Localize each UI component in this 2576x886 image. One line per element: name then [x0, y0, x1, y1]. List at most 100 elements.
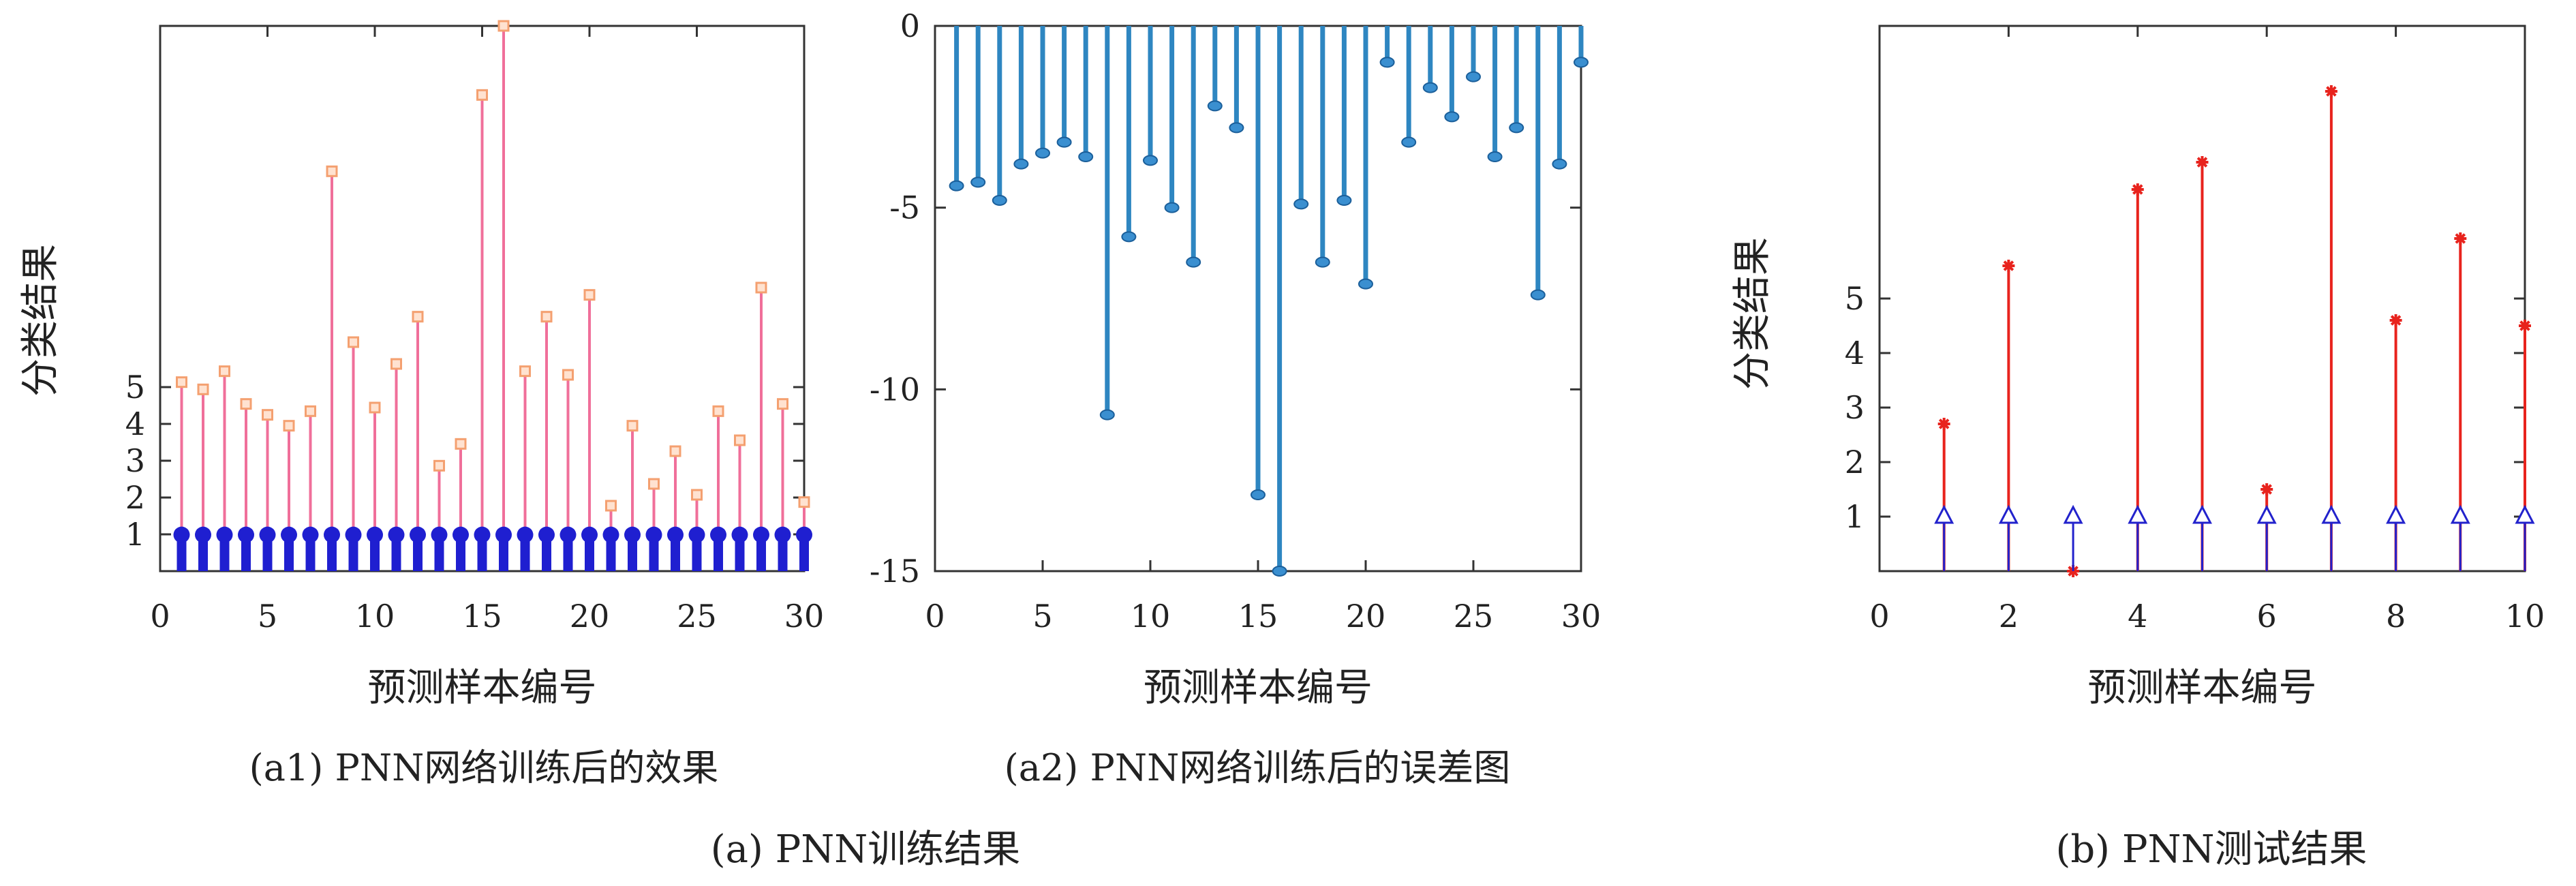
- x-tick-label: 30: [1561, 598, 1601, 635]
- stem-marker: [519, 365, 531, 378]
- stem-marker: [2196, 156, 2209, 168]
- chart-a2: 0 5 10 15 20 25 30 0 -5 -10 -15 预测样本编号: [870, 7, 1601, 710]
- stem-marker: [326, 165, 338, 177]
- stem-marker: [305, 405, 316, 417]
- stem-marker: [1509, 122, 1524, 134]
- x-tick-label: 20: [570, 598, 610, 635]
- stem-marker: [605, 500, 617, 512]
- star-stroke: [2261, 484, 2272, 495]
- stem-marker: [1121, 231, 1137, 243]
- y-tick-label: 1: [125, 516, 145, 553]
- stem-marker: [1336, 195, 1352, 206]
- stem-marker: [1251, 489, 1266, 500]
- stem-marker: [1358, 278, 1373, 290]
- stem-marker-blue: [645, 526, 662, 543]
- stem-marker: [2454, 232, 2467, 245]
- y-tick-label: 4: [125, 406, 145, 442]
- y-tick-label: -15: [870, 553, 920, 590]
- y-tick-label: 1: [1845, 498, 1865, 535]
- y-tick-label: 5: [1845, 280, 1865, 317]
- x-tick-label: 15: [1238, 598, 1278, 635]
- stem-marker: [2260, 483, 2273, 495]
- stem-marker-blue: [431, 526, 448, 543]
- stem-marker-blue: [345, 526, 362, 543]
- stem-marker-blue: [410, 526, 426, 543]
- stem-marker: [1444, 111, 1460, 123]
- stem-marker: [755, 281, 767, 294]
- triangle-marker: [2450, 504, 2470, 524]
- stem-marker-blue: [195, 526, 211, 543]
- x-tick-label: 5: [1032, 598, 1052, 635]
- stem-marker: [219, 365, 230, 378]
- triangle-marker: [2321, 504, 2342, 524]
- y-tick-label: 2: [125, 479, 145, 516]
- y-tick-label: -5: [889, 189, 920, 226]
- y-tick-label: 2: [1845, 444, 1865, 480]
- caption-a: (a) PNN训练结果: [711, 827, 1021, 872]
- caption-a2: (a2) PNN网络训练后的误差图: [1005, 746, 1511, 789]
- stem-marker-blue: [281, 526, 297, 543]
- stem-marker: [1530, 289, 1546, 301]
- y-tick-label: 5: [125, 369, 145, 406]
- x-tick-label: 20: [1346, 598, 1386, 635]
- stem-marker: [1207, 100, 1223, 112]
- stem-marker: [2002, 260, 2015, 272]
- stem-marker: [497, 20, 510, 32]
- stem-marker: [433, 459, 445, 472]
- stem-marker-blue: [688, 526, 705, 543]
- stem-marker-blue: [388, 526, 405, 543]
- star-stroke: [2455, 233, 2466, 244]
- stem-marker: [240, 398, 252, 410]
- x-axis-label: 预测样本编号: [1144, 666, 1373, 710]
- x-tick-label: 4: [2128, 598, 2147, 635]
- stem-marker: [2519, 320, 2531, 332]
- stem-marker: [1401, 136, 1417, 148]
- star-stroke: [2519, 320, 2530, 331]
- x-axis-label: 预测样本编号: [2088, 666, 2317, 710]
- x-tick-label: 5: [258, 598, 277, 635]
- triangle-marker: [1934, 504, 1954, 524]
- stem-marker-blue: [753, 526, 769, 543]
- stem-marker: [798, 496, 810, 508]
- y-tick-label: 3: [1845, 389, 1865, 426]
- y-tick-label: 0: [900, 7, 920, 44]
- stem-marker: [262, 409, 273, 421]
- stem-marker: [283, 420, 295, 432]
- stem-marker: [1056, 136, 1072, 148]
- stem-marker-blue: [796, 526, 812, 543]
- stem-marker-blue: [238, 526, 254, 543]
- triangle-marker: [2063, 504, 2083, 524]
- stem-marker: [648, 478, 660, 490]
- x-tick-label: 25: [1454, 598, 1494, 635]
- star-stroke: [2390, 315, 2402, 326]
- triangle-marker: [2386, 504, 2406, 524]
- x-tick-label: 0: [150, 598, 170, 635]
- stem-marker-blue: [559, 526, 577, 543]
- stem-marker-blue: [517, 526, 534, 543]
- stem-marker: [1272, 566, 1287, 577]
- stem-marker: [626, 420, 639, 432]
- x-tick-label: 6: [2257, 598, 2277, 635]
- stem-marker-blue: [474, 526, 491, 543]
- stem-marker: [540, 311, 553, 323]
- star-stroke: [2003, 260, 2014, 271]
- stem-marker-blue: [774, 526, 791, 543]
- stem-marker-blue: [367, 526, 383, 543]
- stem-marker-blue: [602, 526, 619, 543]
- x-tick-label: 0: [925, 598, 945, 635]
- triangle-marker: [1998, 504, 2019, 524]
- star-stroke: [1938, 418, 1950, 429]
- stem-marker: [2325, 85, 2337, 97]
- stem-marker: [1293, 198, 1309, 210]
- stem-marker: [691, 489, 703, 501]
- stem-marker: [1574, 57, 1589, 68]
- stem-marker: [669, 445, 681, 457]
- y-tick-label: -10: [870, 371, 920, 408]
- stem-marker-blue: [324, 526, 340, 543]
- stem-marker: [412, 311, 424, 323]
- caption-a1: (a1) PNN网络训练后的效果: [249, 746, 719, 789]
- x-tick-label: 0: [1869, 598, 1889, 635]
- stem-marker: [1013, 158, 1029, 170]
